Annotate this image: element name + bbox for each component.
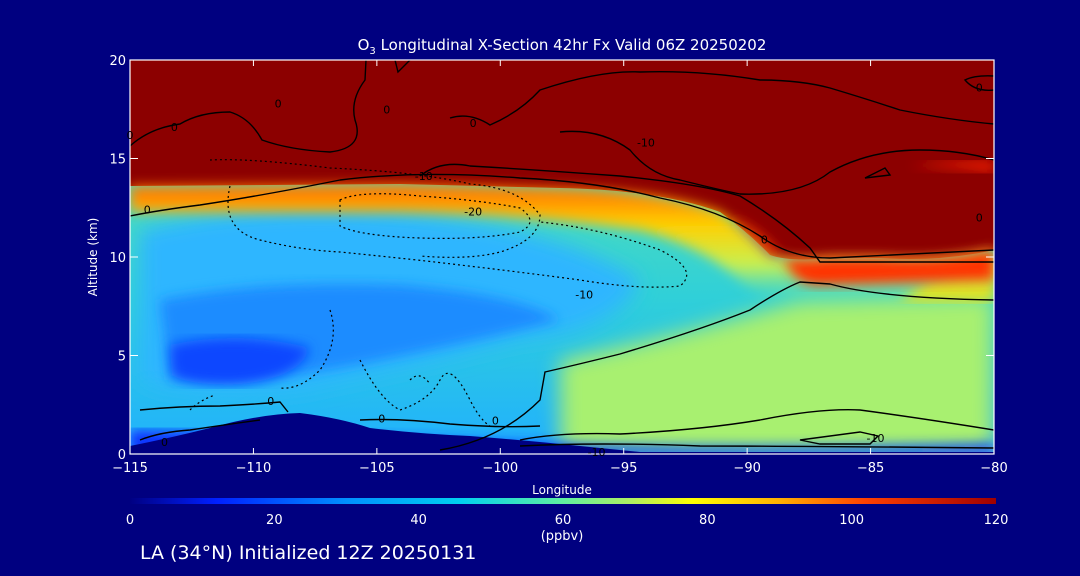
y-tick-label: 5 — [118, 350, 126, 365]
y-axis-label: Altitude (km) — [86, 218, 100, 297]
stratosphere-region — [130, 60, 994, 260]
contour-labels: 0 0 0 0 0 -10 0 -10 -20 0 -10 0 0 0 0 0 0 -10 -10 — [127, 82, 983, 459]
footer-initialized-text: LA (34°N) Initialized 12Z 20250131 — [140, 542, 477, 564]
ozone-field — [130, 60, 994, 454]
colorbar — [130, 498, 996, 504]
x-tick-label: −115 — [112, 461, 148, 476]
contour-label: 0 — [976, 212, 983, 225]
terrain — [130, 413, 994, 454]
colorbar-tick-label: 120 — [984, 513, 1009, 528]
x-tick-label: −100 — [482, 461, 518, 476]
negative-contour-lines — [189, 159, 688, 427]
contour-label: -10 — [588, 446, 606, 459]
contour-label: 0 — [161, 436, 168, 449]
colorbar-tick-label: 40 — [410, 513, 427, 528]
y-tick-label: 15 — [109, 153, 126, 168]
x-axis-label: Longitude — [532, 483, 592, 497]
contour-label: 0 — [171, 121, 178, 134]
colorbar-tick-label: 100 — [839, 513, 864, 528]
axes: −115 −110 −105 −100 −95 −90 −85 −80 0 5 10 15 20 — [109, 54, 1007, 476]
colorbar-tick-label: 80 — [699, 513, 716, 528]
colorbar-tick-label: 20 — [266, 513, 283, 528]
contour-label: 0 — [378, 413, 385, 426]
colorbar-ticks: 0 20 40 60 80 100 120 — [126, 513, 1009, 528]
contour-label: -20 — [464, 206, 482, 219]
contour-label: -10 — [415, 170, 433, 183]
y-tick-label: 10 — [109, 251, 126, 266]
contour-label: 0 — [976, 82, 983, 95]
colorbar-tick-label: 60 — [555, 513, 572, 528]
contour-label: 0 — [470, 117, 477, 130]
contour-label: 0 — [267, 395, 274, 408]
contour-label: 0 — [275, 97, 282, 110]
x-tick-label: −105 — [359, 461, 395, 476]
contour-label: 0 — [144, 204, 151, 217]
x-tick-label: −110 — [236, 461, 272, 476]
contour-label: 0 — [761, 233, 768, 246]
colorbar-unit: (ppbv) — [541, 529, 584, 544]
y-tick-label: 0 — [118, 448, 126, 463]
x-tick-label: −95 — [610, 461, 637, 476]
x-tick-label: −85 — [857, 461, 884, 476]
contour-lines — [130, 60, 994, 451]
contour-label: 0 — [383, 103, 390, 116]
contour-label: -10 — [867, 432, 885, 445]
contour-label: -10 — [637, 137, 655, 150]
chart-title: O3 Longitudinal X-Section 42hr Fx Valid … — [358, 36, 767, 57]
x-tick-label: −80 — [980, 461, 1007, 476]
contour-label: 0 — [492, 415, 499, 428]
contour-label: 0 — [127, 129, 134, 142]
x-tick-label: −90 — [733, 461, 760, 476]
colorbar-tick-label: 0 — [126, 513, 134, 528]
y-tick-label: 20 — [109, 54, 126, 69]
contour-label: -10 — [575, 288, 593, 301]
